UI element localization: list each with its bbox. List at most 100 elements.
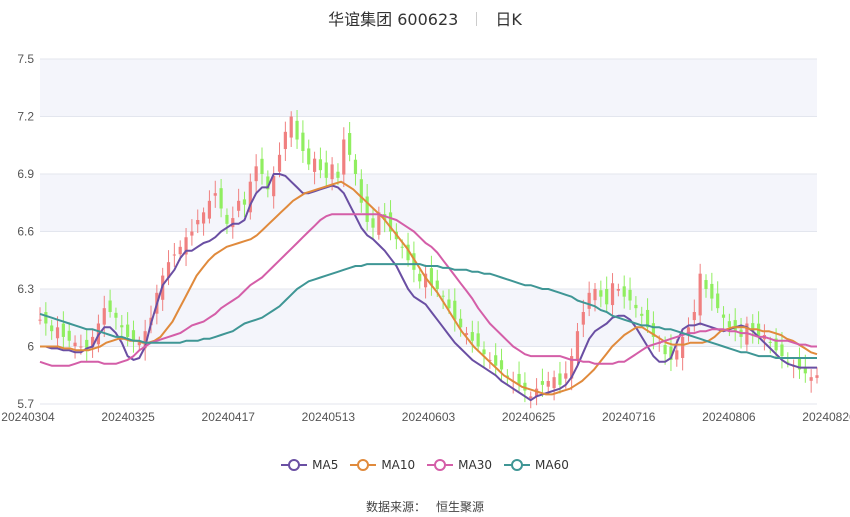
candle-body bbox=[166, 262, 171, 278]
candle-body bbox=[593, 289, 597, 301]
title-separator bbox=[476, 12, 478, 26]
candle-body bbox=[797, 358, 802, 370]
y-tick-label: 5.7 bbox=[17, 397, 34, 411]
candle-body bbox=[295, 120, 299, 140]
candle-body bbox=[330, 164, 334, 180]
candle-body bbox=[692, 312, 696, 321]
candle-body bbox=[272, 175, 276, 197]
candle-body bbox=[201, 212, 206, 224]
candle-body bbox=[494, 355, 498, 366]
candle-body bbox=[803, 366, 807, 374]
candle-body bbox=[184, 237, 188, 255]
candle-body bbox=[640, 313, 644, 316]
legend-item-ma10[interactable]: MA10 bbox=[350, 458, 415, 472]
y-tick-label: 6 bbox=[27, 340, 34, 354]
candle-body bbox=[423, 273, 428, 288]
candle-body bbox=[307, 148, 311, 165]
candle-body bbox=[517, 373, 521, 385]
x-tick-label: 20240625 bbox=[502, 410, 556, 424]
legend-item-ma30[interactable]: MA30 bbox=[427, 458, 492, 472]
candle-body bbox=[441, 295, 445, 297]
candle-body bbox=[540, 381, 545, 385]
legend-item-ma5[interactable]: MA5 bbox=[281, 458, 338, 472]
candle-body bbox=[698, 273, 702, 316]
legend-label: MA5 bbox=[312, 458, 339, 472]
candle-body bbox=[301, 132, 305, 151]
legend-item-ma60[interactable]: MA60 bbox=[504, 458, 569, 472]
candle-body bbox=[359, 179, 363, 203]
candle-body bbox=[605, 289, 609, 305]
candle-body bbox=[704, 280, 708, 289]
source-value: 恒生聚源 bbox=[436, 500, 485, 514]
candle-body bbox=[733, 320, 737, 332]
legend-label: MA60 bbox=[535, 458, 569, 472]
candle-body bbox=[669, 346, 673, 360]
candle-body bbox=[546, 381, 550, 387]
candle-body bbox=[277, 154, 282, 172]
candle-body bbox=[622, 286, 626, 297]
candle-body bbox=[219, 188, 223, 209]
candle-body bbox=[505, 375, 509, 378]
candle-body bbox=[599, 290, 603, 297]
candle-body bbox=[476, 333, 480, 347]
candle-body bbox=[564, 373, 568, 379]
candle-body bbox=[774, 338, 778, 351]
ma30-line bbox=[39, 213, 817, 367]
candle-body bbox=[207, 200, 212, 219]
x-tick-label: 20240417 bbox=[202, 410, 256, 424]
x-tick-label: 20240513 bbox=[302, 410, 356, 424]
y-tick-label: 6.9 bbox=[17, 167, 34, 181]
candle-body bbox=[388, 212, 393, 232]
x-tick-label: 20240304 bbox=[1, 410, 55, 424]
candle-body bbox=[435, 280, 439, 289]
candle-body bbox=[488, 359, 492, 361]
candle-body bbox=[131, 330, 136, 341]
candle-body bbox=[137, 342, 141, 346]
candle-body bbox=[482, 349, 486, 355]
candle-body bbox=[499, 360, 504, 370]
legend-label: MA30 bbox=[458, 458, 493, 472]
candle-body bbox=[616, 289, 620, 291]
y-tick-label: 6.6 bbox=[17, 225, 34, 239]
grid-lines bbox=[40, 58, 817, 405]
candle-body bbox=[120, 325, 124, 328]
candle-body bbox=[260, 158, 264, 174]
candle-body bbox=[143, 331, 147, 349]
candle-body bbox=[126, 324, 130, 337]
candle-body bbox=[587, 292, 591, 309]
candle-body bbox=[809, 377, 813, 381]
candle-body bbox=[628, 289, 632, 301]
candle-body bbox=[73, 342, 77, 347]
candle-body bbox=[681, 336, 685, 358]
candle-body bbox=[377, 212, 381, 235]
chart-title: 华谊集团 600623 日K bbox=[0, 6, 850, 30]
candle-body bbox=[815, 375, 819, 378]
x-tick-label: 20240603 bbox=[402, 410, 456, 424]
y-axis: 7.5 7.2 6.9 6.6 6.3 6 5.7 bbox=[17, 52, 34, 411]
candle-body bbox=[108, 300, 112, 312]
stock-name: 华谊集团 600623 bbox=[328, 10, 459, 29]
candle-body bbox=[213, 193, 217, 196]
candle-body bbox=[634, 304, 638, 309]
candle-body bbox=[570, 356, 574, 379]
candle-body bbox=[342, 139, 346, 175]
candle-body bbox=[114, 312, 118, 318]
candle-body bbox=[447, 299, 451, 309]
candlesticks bbox=[38, 110, 819, 409]
x-tick-label: 20240826 bbox=[802, 410, 850, 424]
candle-body bbox=[231, 218, 235, 228]
candle-body bbox=[645, 309, 650, 328]
legend: MA5 MA10 MA30 MA60 bbox=[0, 458, 850, 474]
candle-body bbox=[575, 331, 580, 361]
y-tick-label: 6.3 bbox=[17, 282, 34, 296]
candle-body bbox=[254, 166, 258, 182]
candle-body bbox=[651, 323, 656, 337]
candle-body bbox=[768, 341, 772, 343]
candle-body bbox=[336, 171, 340, 178]
candle-body bbox=[453, 300, 457, 320]
plot-band bbox=[40, 59, 817, 117]
candle-body bbox=[534, 388, 539, 397]
candle-body bbox=[67, 330, 71, 341]
candle-body bbox=[371, 218, 375, 228]
candle-body bbox=[318, 159, 323, 171]
